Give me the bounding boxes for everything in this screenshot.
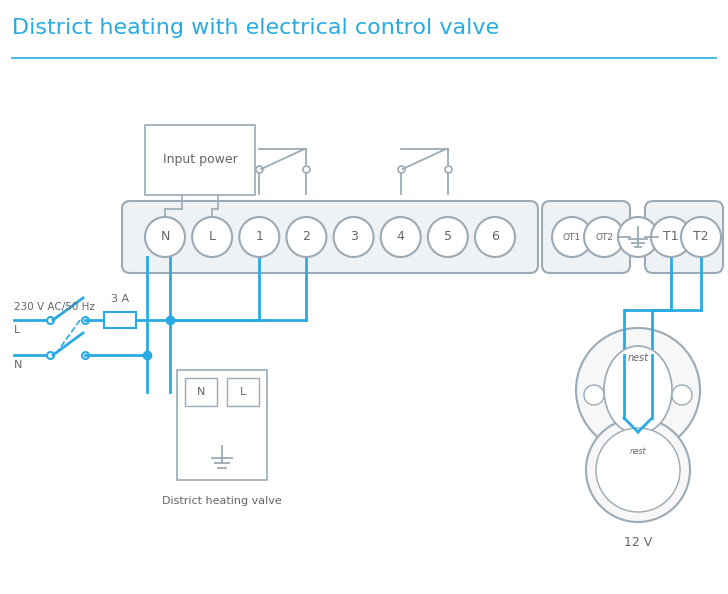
Text: N: N — [160, 230, 170, 244]
Text: L: L — [14, 325, 20, 335]
Text: 230 V AC/50 Hz: 230 V AC/50 Hz — [14, 302, 95, 312]
Circle shape — [672, 385, 692, 405]
Circle shape — [584, 217, 624, 257]
Circle shape — [428, 217, 468, 257]
Ellipse shape — [627, 433, 649, 447]
Ellipse shape — [604, 346, 672, 434]
Circle shape — [596, 428, 680, 512]
FancyBboxPatch shape — [122, 201, 538, 273]
Text: T1: T1 — [663, 230, 678, 244]
Text: 3 A: 3 A — [111, 294, 129, 304]
Circle shape — [584, 385, 604, 405]
FancyBboxPatch shape — [104, 312, 136, 328]
Circle shape — [681, 217, 721, 257]
Circle shape — [240, 217, 280, 257]
Text: T2: T2 — [693, 230, 709, 244]
Circle shape — [192, 217, 232, 257]
Text: OT2: OT2 — [595, 232, 613, 242]
Circle shape — [333, 217, 373, 257]
Text: N: N — [197, 387, 205, 397]
FancyBboxPatch shape — [542, 201, 630, 273]
Circle shape — [552, 217, 592, 257]
Circle shape — [586, 418, 690, 522]
FancyBboxPatch shape — [227, 378, 259, 406]
Text: 1: 1 — [256, 230, 264, 244]
Circle shape — [651, 217, 691, 257]
Text: 4: 4 — [397, 230, 405, 244]
Text: L: L — [209, 230, 215, 244]
Text: L: L — [240, 387, 246, 397]
Text: nest: nest — [628, 353, 649, 363]
Circle shape — [286, 217, 326, 257]
Circle shape — [618, 217, 658, 257]
FancyBboxPatch shape — [645, 201, 723, 273]
Circle shape — [145, 217, 185, 257]
Text: N: N — [14, 360, 23, 370]
Text: nest: nest — [630, 447, 646, 457]
Text: 5: 5 — [444, 230, 452, 244]
FancyBboxPatch shape — [145, 125, 255, 195]
Text: 6: 6 — [491, 230, 499, 244]
Circle shape — [475, 217, 515, 257]
Text: Input power: Input power — [162, 153, 237, 166]
Text: OT1: OT1 — [563, 232, 581, 242]
Text: 2: 2 — [303, 230, 310, 244]
FancyBboxPatch shape — [185, 378, 217, 406]
Text: 12 V: 12 V — [624, 536, 652, 549]
FancyBboxPatch shape — [177, 370, 267, 480]
Text: 3: 3 — [349, 230, 357, 244]
Text: District heating valve: District heating valve — [162, 496, 282, 506]
Circle shape — [381, 217, 421, 257]
Text: District heating with electrical control valve: District heating with electrical control… — [12, 18, 499, 38]
Circle shape — [576, 328, 700, 452]
